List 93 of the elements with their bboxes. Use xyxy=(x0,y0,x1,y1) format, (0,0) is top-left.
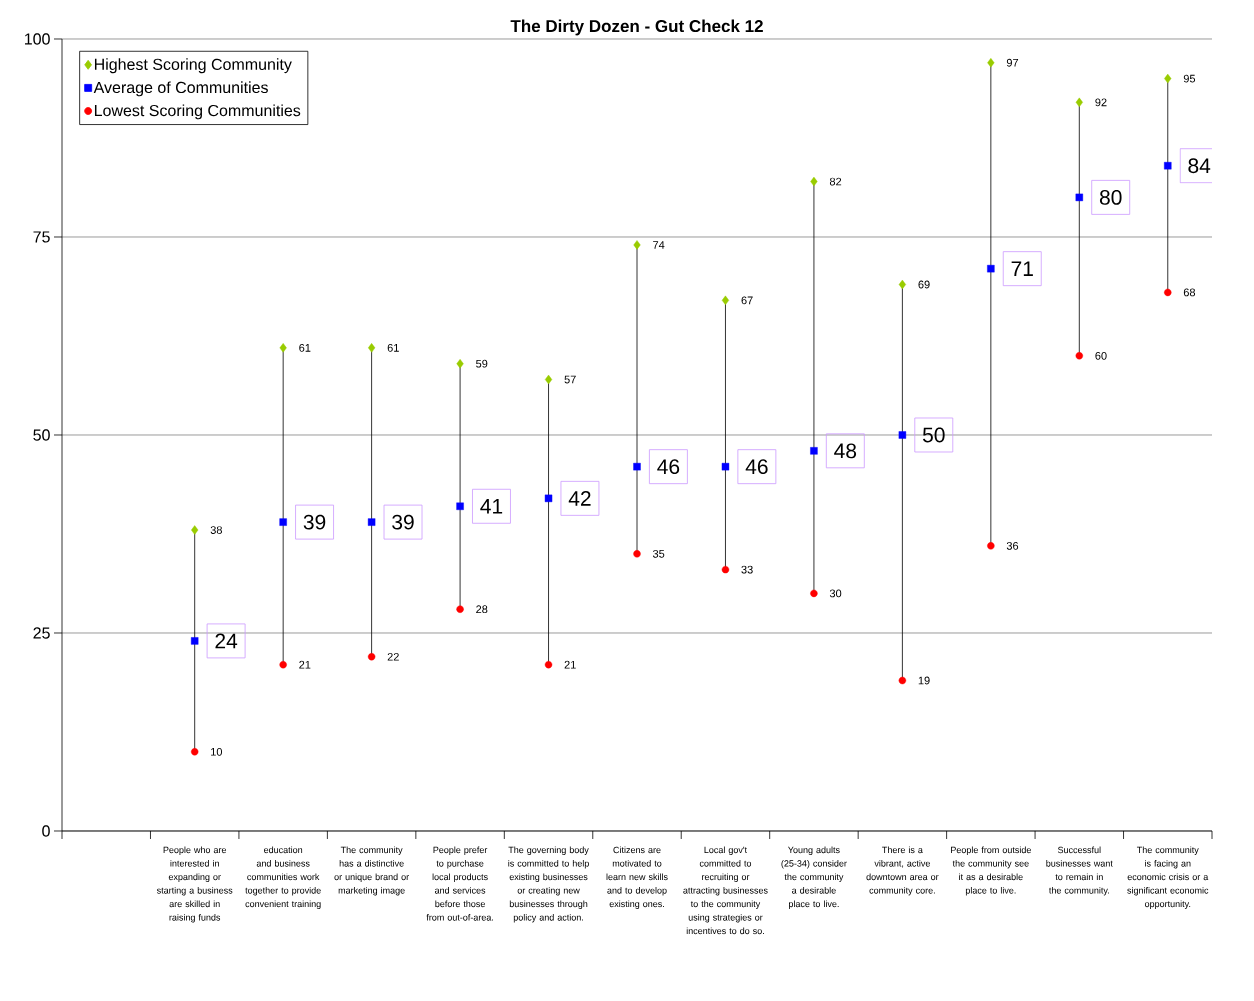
point xyxy=(1164,73,1172,84)
point xyxy=(1075,352,1084,360)
data-label: 30 xyxy=(829,589,842,598)
data-label: 57 xyxy=(564,375,576,384)
x-tick-label: The governing body is committed to help existing businesses or creating new businesses through policy and action. xyxy=(508,846,589,923)
data-label: 10 xyxy=(211,747,223,756)
point xyxy=(721,462,730,471)
point xyxy=(367,518,376,526)
data-label: 71 xyxy=(1011,261,1033,276)
data-label: 82 xyxy=(829,177,842,186)
legend-label: Average of Communities xyxy=(93,81,268,97)
data-label: 24 xyxy=(215,633,238,649)
data-label: 35 xyxy=(652,549,665,558)
point xyxy=(456,605,464,613)
x-tick-label: The community is facing an economic crisis or a significant economic opportunity. xyxy=(1127,846,1209,909)
point xyxy=(898,676,907,685)
y-tick-label: 0 xyxy=(42,825,50,837)
data-label: 61 xyxy=(387,343,399,352)
data-label: 60 xyxy=(1095,351,1107,360)
data-label: 74 xyxy=(653,241,665,249)
point xyxy=(633,462,641,471)
data-label: 68 xyxy=(1183,288,1196,297)
y-tick-label: 75 xyxy=(33,231,50,243)
legend-label: Highest Scoring Community xyxy=(94,58,292,74)
data-label: 28 xyxy=(476,605,488,614)
point xyxy=(191,637,199,645)
x-tick-label: People from outside the community see it as a desirable place to live. xyxy=(951,846,1031,896)
point xyxy=(544,494,553,503)
point xyxy=(279,660,287,669)
point xyxy=(633,240,641,250)
point xyxy=(721,565,730,574)
point xyxy=(367,653,376,661)
data-label: 38 xyxy=(210,526,222,534)
data-label: 33 xyxy=(741,565,753,574)
x-tick-label: Local gov't committed to recruiting or attracting businesses to the community using strategies or incentives to do so. xyxy=(683,846,768,935)
x-tick-label: There is a vibrant, active downtown area or community core. xyxy=(866,846,939,896)
data-label: 84 xyxy=(1188,158,1211,174)
x-tick-label: Citizens are motivated to learn new skills and to develop existing ones. xyxy=(606,846,668,909)
data-label: 92 xyxy=(1095,98,1107,107)
data-label: 50 xyxy=(922,427,945,443)
data-label: 80 xyxy=(1099,189,1122,205)
data-label: 46 xyxy=(657,459,680,475)
data-label: 21 xyxy=(564,660,576,669)
point xyxy=(633,550,641,558)
data-label: 46 xyxy=(745,459,768,475)
y-tick-label: 50 xyxy=(33,429,50,441)
x-tick-label: Successful businesses want to remain in the community. xyxy=(1046,846,1113,896)
x-tick-label: The community has a distinctive or unique brand or marketing image xyxy=(334,846,409,896)
point xyxy=(191,748,199,756)
point xyxy=(810,589,818,598)
x-tick-label: education and business communities work together to provide convenient training xyxy=(245,846,321,909)
data-label: 67 xyxy=(741,296,753,305)
x-tick-label: People who are interested in expanding or starting a business are skilled in raising funds xyxy=(156,846,233,923)
point xyxy=(898,279,906,290)
legend-label: Lowest Scoring Communities xyxy=(94,104,301,120)
point xyxy=(456,359,464,369)
point xyxy=(987,542,995,550)
data-label: 36 xyxy=(1006,541,1019,550)
data-label: 22 xyxy=(387,652,399,661)
data-label: 59 xyxy=(476,359,488,368)
data-label: 61 xyxy=(299,343,311,352)
data-label: 39 xyxy=(392,514,414,530)
point xyxy=(279,518,287,526)
x-tick-label: People prefer to purchase local products and services before those from out-of-area. xyxy=(426,846,494,921)
point xyxy=(456,502,464,510)
data-label: 42 xyxy=(568,491,591,506)
data-label: 19 xyxy=(918,676,930,685)
data-label: 48 xyxy=(834,443,857,459)
point xyxy=(544,374,553,385)
data-label: 97 xyxy=(1006,58,1019,67)
point xyxy=(279,343,287,353)
y-tick-label: 100 xyxy=(25,33,50,45)
chart-title: The Dirty Dozen - Gut Check 12 xyxy=(510,19,763,36)
x-tick-label: Young adults (25-34) consider the community a desirable place to live. xyxy=(781,846,847,909)
point xyxy=(544,660,553,669)
point xyxy=(1075,97,1083,108)
data-label: 41 xyxy=(480,499,503,514)
point xyxy=(898,431,907,439)
point xyxy=(810,447,818,455)
data-label: 21 xyxy=(299,660,311,669)
point xyxy=(1164,288,1172,297)
y-tick-label: 25 xyxy=(33,627,50,639)
point xyxy=(368,343,376,353)
data-label: 39 xyxy=(303,514,326,530)
point xyxy=(987,264,995,273)
point xyxy=(987,58,995,68)
point xyxy=(191,525,199,535)
point xyxy=(1075,193,1084,202)
data-label: 95 xyxy=(1183,74,1196,83)
point xyxy=(810,176,818,187)
data-label: 69 xyxy=(918,280,930,289)
point xyxy=(721,295,730,306)
point xyxy=(1164,162,1172,170)
